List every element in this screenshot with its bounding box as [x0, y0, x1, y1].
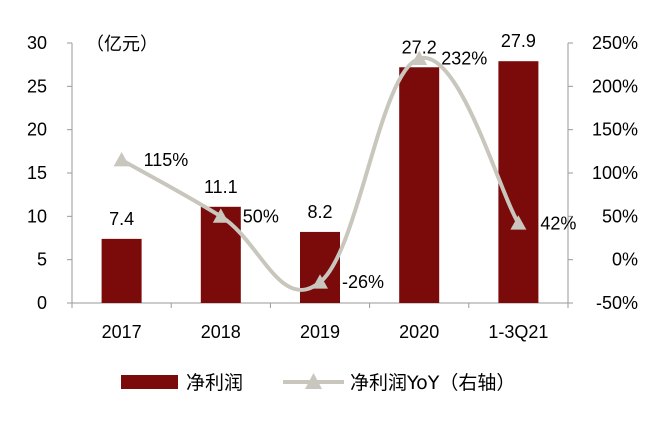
bar-2017 — [101, 238, 142, 303]
left-tick-label: 20 — [27, 120, 47, 140]
line-series — [113, 50, 527, 292]
legend-triangle-icon — [305, 373, 322, 389]
left-tick-label: 10 — [27, 206, 47, 226]
left-tick-label: 0 — [37, 293, 47, 313]
x-tick-label: 2020 — [399, 322, 439, 342]
bar-2020 — [399, 67, 440, 304]
bar-value-label: 8.2 — [307, 202, 332, 222]
yoy-point-2017 — [113, 152, 130, 167]
right-tick-label: 50% — [602, 206, 638, 226]
axes: 0 5 10 15 20 25 30 -50% 0% 50% 100% 150% 200% 250% 201… — [27, 33, 638, 342]
yoy-point-2019 — [312, 274, 328, 289]
bar-series — [101, 61, 539, 304]
x-tick-label: 2017 — [102, 322, 142, 342]
right-tick-label: -50% — [596, 293, 638, 313]
right-tick-label: 0% — [612, 250, 638, 270]
yoy-point-2018 — [212, 208, 229, 223]
data-labels: 7.4 11.1 8.2 27.2 27.9 115% 50% -26% 232% 42% — [109, 31, 576, 292]
yoy-value-label: 50% — [243, 206, 279, 226]
yoy-value-label: 42% — [540, 213, 576, 233]
right-tick-label: 200% — [592, 76, 638, 96]
unit-label: （亿元） — [86, 34, 158, 55]
yoy-line-path — [120, 56, 521, 292]
bar-value-label: 27.2 — [402, 37, 437, 57]
bar-value-label: 27.9 — [501, 31, 536, 51]
yoy-value-label: 115% — [144, 150, 189, 170]
right-tick-label: 250% — [592, 33, 638, 53]
left-tick-label: 15 — [27, 163, 47, 183]
right-tick-label: 150% — [592, 120, 638, 140]
x-tick-label: 2019 — [300, 322, 340, 342]
bar-2018 — [200, 206, 241, 303]
yoy-value-label: 232% — [441, 49, 487, 69]
bar-1-3Q21 — [498, 61, 539, 304]
left-tick-label: 5 — [37, 250, 47, 270]
legend-bar-swatch — [121, 375, 178, 389]
legend: 净利润 净利润YoY（右轴） — [121, 372, 515, 394]
x-tick-label: 1-3Q21 — [488, 322, 548, 342]
yoy-point-1-3Q21 — [510, 215, 527, 230]
right-tick-label: 100% — [592, 163, 638, 183]
yoy-value-label: -26% — [342, 272, 384, 292]
legend-line-label: 净利润YoY（右轴） — [350, 372, 515, 394]
left-tick-label: 30 — [27, 33, 47, 53]
bar-value-label: 11.1 — [204, 177, 238, 197]
legend-bar-label: 净利润 — [186, 372, 243, 394]
yoy-point-2020 — [411, 50, 428, 65]
x-tick-label: 2018 — [201, 322, 241, 342]
left-tick-label: 25 — [27, 76, 47, 96]
bar-value-label: 7.4 — [109, 209, 134, 229]
